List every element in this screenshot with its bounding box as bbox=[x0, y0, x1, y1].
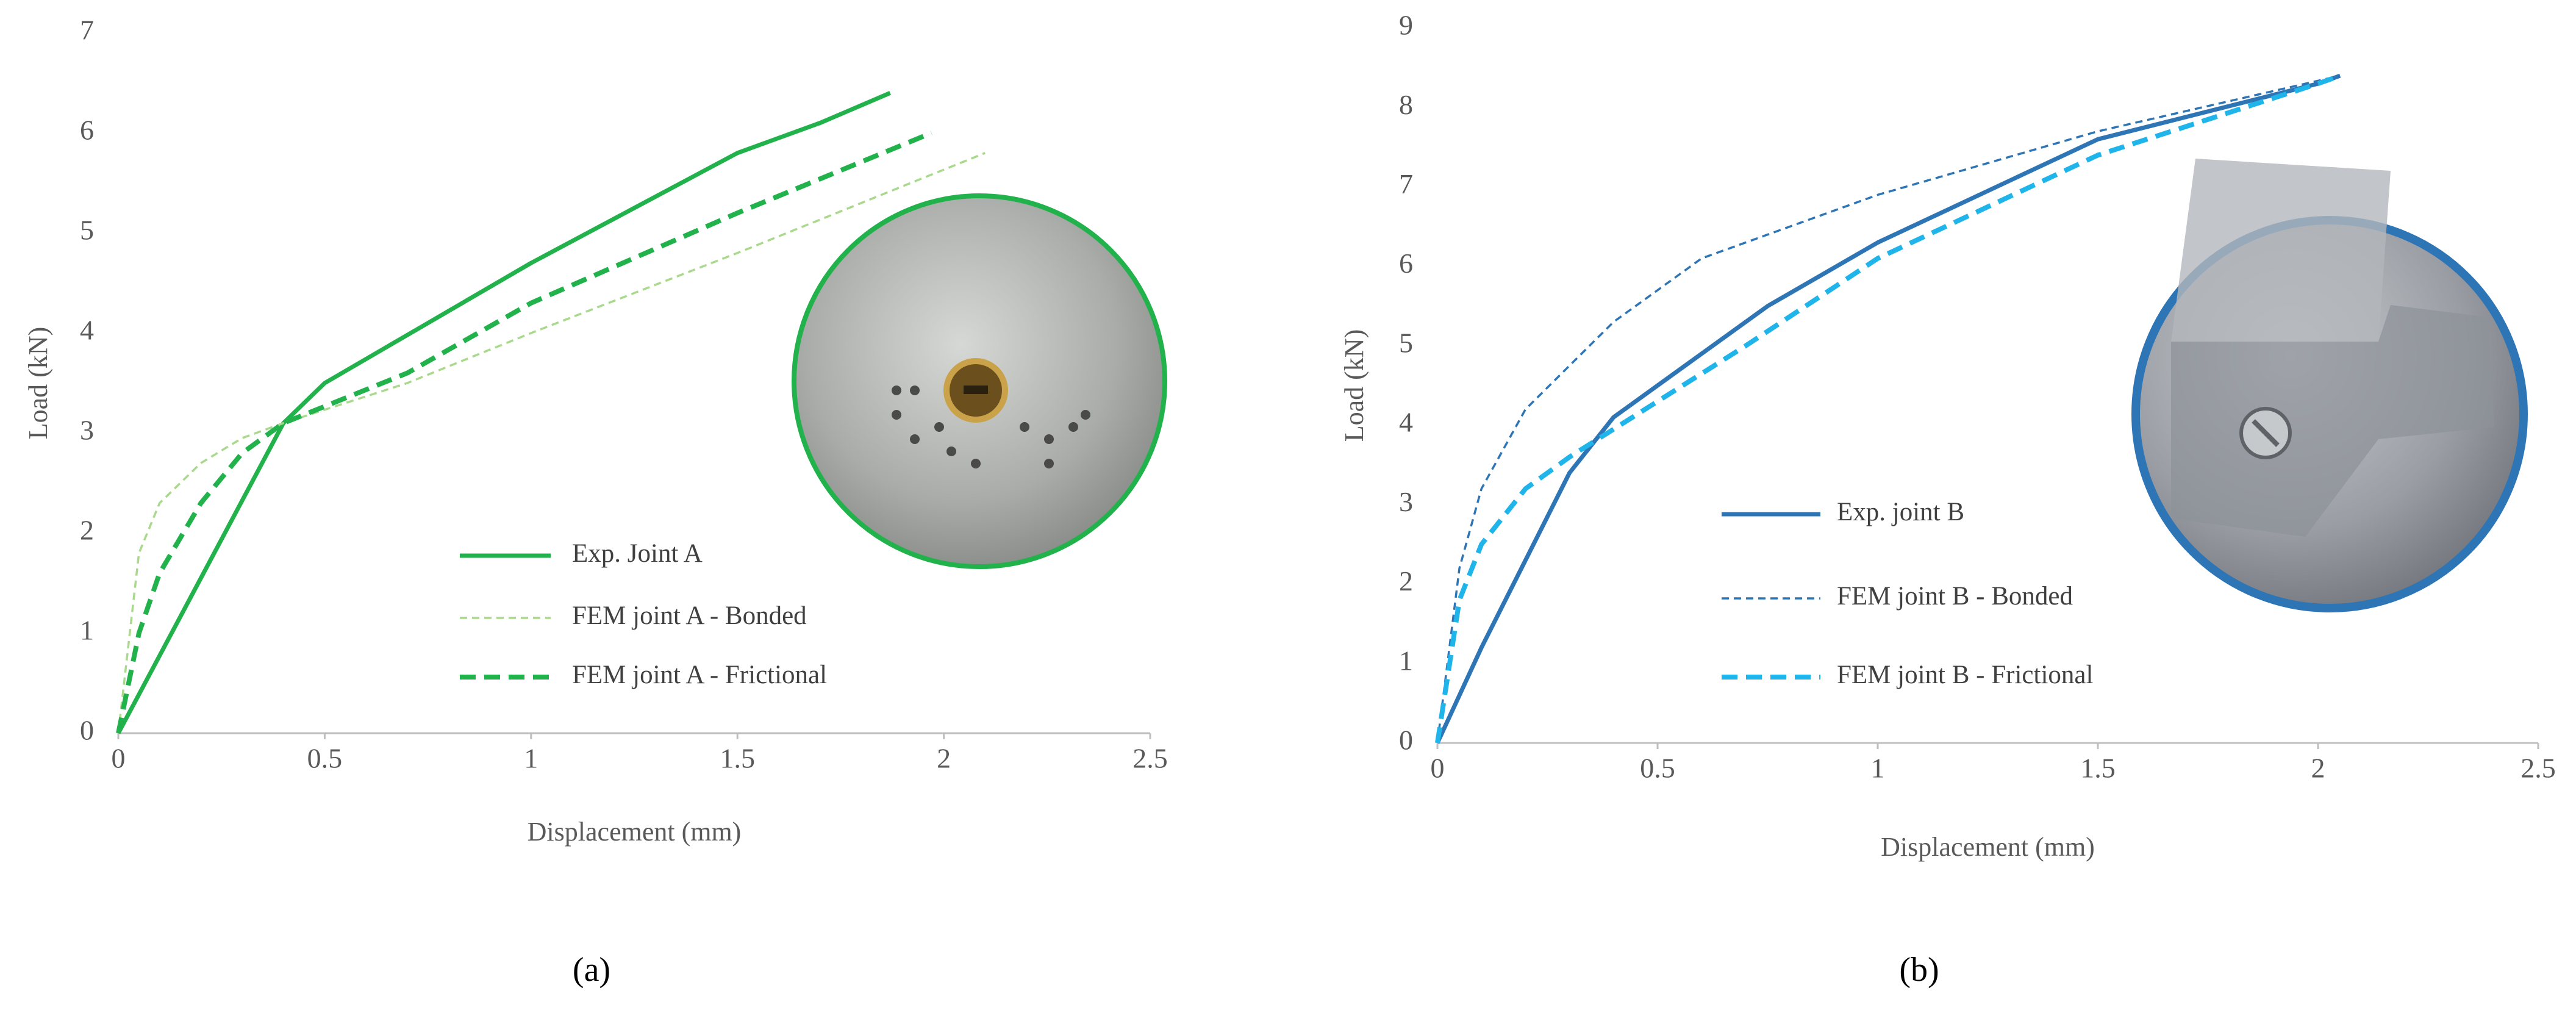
panel-label: (b) bbox=[1899, 951, 1939, 989]
y-tick-label: 6 bbox=[1399, 248, 1413, 279]
x-tick-label: 1.5 bbox=[720, 743, 755, 774]
x-tick-label: 1 bbox=[524, 743, 538, 774]
line-chart: 0 0.5 1 1.5 2 2.5 0 1 2 3 4 5 6 7 8 9 Displacement (mm) L… bbox=[1339, 10, 2556, 989]
y-tick-label: 4 bbox=[1399, 407, 1413, 438]
data-line bbox=[1435, 73, 2341, 744]
y-tick-label: 1 bbox=[1399, 645, 1413, 676]
legend-label: FEM joint A - Bonded bbox=[572, 601, 807, 630]
data-line bbox=[117, 152, 986, 734]
x-tick-label: 0 bbox=[112, 743, 126, 774]
legend-label: Exp. joint B bbox=[1837, 498, 1964, 526]
x-tick-label: 2.5 bbox=[2521, 753, 2556, 784]
y-tick-label: 1 bbox=[80, 615, 94, 646]
y-tick-label: 2 bbox=[80, 515, 94, 546]
y-tick-label: 4 bbox=[80, 315, 94, 346]
y-tick-label: 9 bbox=[1399, 10, 1413, 41]
legend-label: FEM joint A - Frictional bbox=[572, 661, 827, 689]
legend-label: Exp. Joint A bbox=[572, 539, 703, 568]
inset-photo-b bbox=[2131, 159, 2528, 612]
y-tick-label: 3 bbox=[1399, 486, 1413, 517]
x-tick-label: 0.5 bbox=[1640, 753, 1675, 784]
y-tick-label: 6 bbox=[80, 115, 94, 146]
x-tick-label: 2 bbox=[937, 743, 951, 774]
panel-label: (a) bbox=[573, 951, 610, 989]
inset-photo-a bbox=[792, 193, 1167, 569]
x-tick-label: 1 bbox=[1871, 753, 1885, 784]
x-axis-title: Displacement (mm) bbox=[528, 817, 742, 847]
y-axis-title: Load (kN) bbox=[23, 327, 53, 440]
x-tick-label: 2 bbox=[2311, 753, 2325, 784]
x-tick-label: 0.5 bbox=[307, 743, 343, 774]
x-tick-label: 1.5 bbox=[2080, 753, 2116, 784]
y-tick-label: 7 bbox=[80, 15, 94, 46]
legend-label: FEM joint B - Frictional bbox=[1837, 661, 2094, 689]
y-tick-label: 2 bbox=[1399, 565, 1413, 597]
y-tick-label: 0 bbox=[1399, 725, 1413, 756]
data-line bbox=[116, 131, 932, 734]
data-line bbox=[1436, 74, 2341, 744]
data-line bbox=[116, 91, 891, 734]
legend-label: FEM joint B - Bonded bbox=[1837, 582, 2073, 611]
y-tick-label: 7 bbox=[1399, 168, 1413, 199]
line-chart: 0 0.5 1 1.5 2 2.5 0 1 2 3 4 5 6 7 Displacement (mm) Loa… bbox=[23, 15, 1168, 989]
x-tick-label: 2.5 bbox=[1132, 743, 1168, 774]
y-tick-label: 3 bbox=[80, 415, 94, 446]
x-axis-title: Displacement (mm) bbox=[1881, 832, 2095, 862]
y-tick-label: 5 bbox=[1399, 327, 1413, 358]
y-tick-label: 5 bbox=[80, 215, 94, 246]
x-tick-label: 0 bbox=[1431, 753, 1445, 784]
y-tick-label: 8 bbox=[1399, 89, 1413, 120]
y-tick-label: 0 bbox=[80, 715, 94, 746]
data-line bbox=[1435, 73, 2341, 744]
y-axis-title: Load (kN) bbox=[1339, 329, 1369, 442]
